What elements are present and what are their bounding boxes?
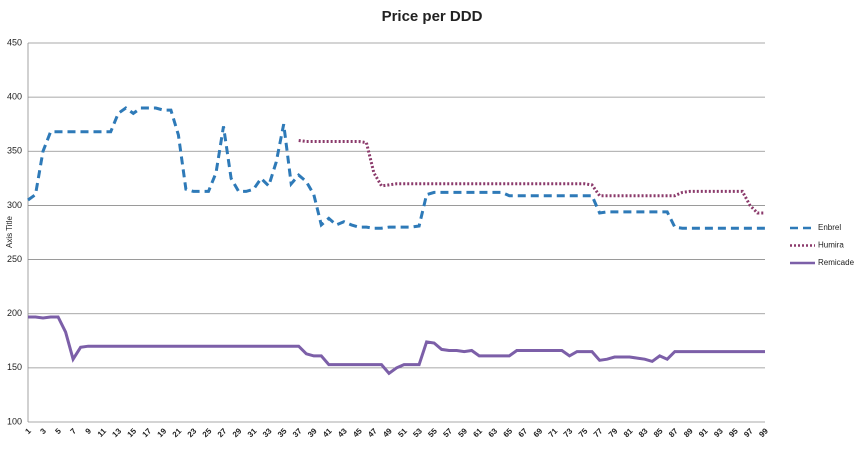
y-tick-label: 450 <box>7 37 22 47</box>
x-tick-label: 3 <box>38 426 48 436</box>
x-tick-label: 15 <box>126 426 139 439</box>
legend-label: Remicade <box>818 258 855 267</box>
x-tick-label: 61 <box>471 426 484 439</box>
x-tick-label: 63 <box>487 426 500 439</box>
legend-label: Humira <box>818 241 844 250</box>
x-tick-label: 11 <box>96 426 109 439</box>
y-tick-label: 300 <box>7 200 22 210</box>
x-tick-label: 7 <box>69 426 79 436</box>
y-tick-label: 100 <box>7 416 22 426</box>
x-tick-label: 77 <box>592 426 605 439</box>
x-tick-label: 65 <box>502 426 515 439</box>
x-tick-label: 73 <box>562 426 575 439</box>
x-tick-label: 29 <box>231 426 244 439</box>
x-tick-label: 97 <box>742 426 755 439</box>
y-tick-label: 250 <box>7 254 22 264</box>
x-tick-label: 67 <box>517 426 530 439</box>
x-tick-label: 17 <box>141 426 154 439</box>
x-tick-label: 47 <box>366 426 379 439</box>
x-tick-label: 9 <box>84 426 94 436</box>
x-tick-label: 75 <box>577 426 590 439</box>
x-tick-label: 87 <box>667 426 680 439</box>
x-tick-label: 25 <box>201 426 214 439</box>
x-tick-label: 39 <box>306 426 319 439</box>
x-tick-label: 33 <box>261 426 274 439</box>
x-tick-label: 21 <box>171 426 184 439</box>
x-tick-label: 51 <box>396 426 409 439</box>
x-tick-label: 83 <box>637 426 650 439</box>
x-tick-label: 27 <box>216 426 229 439</box>
x-tick-label: 13 <box>110 426 123 439</box>
x-tick-label: 1 <box>23 426 33 436</box>
x-tick-label: 81 <box>622 426 635 439</box>
x-tick-label: 31 <box>246 426 259 439</box>
x-tick-label: 5 <box>53 426 63 436</box>
x-tick-label: 71 <box>547 426 560 439</box>
x-tick-label: 93 <box>712 426 725 439</box>
x-tick-label: 41 <box>321 426 334 439</box>
x-tick-label: 23 <box>186 426 199 439</box>
x-tick-label: 99 <box>757 426 770 439</box>
x-tick-label: 85 <box>652 426 665 439</box>
x-tick-label: 91 <box>697 426 710 439</box>
x-tick-label: 55 <box>426 426 439 439</box>
x-tick-label: 79 <box>607 426 620 439</box>
x-tick-label: 49 <box>381 426 394 439</box>
x-tick-label: 45 <box>351 426 364 439</box>
x-tick-label: 89 <box>682 426 695 439</box>
series-line <box>298 139 765 215</box>
y-axis-title: Axis Title <box>5 215 14 248</box>
x-tick-label: 95 <box>727 426 740 439</box>
chart-title: Price per DDD <box>382 8 483 25</box>
x-tick-label: 43 <box>336 426 349 439</box>
x-tick-label: 59 <box>456 426 469 439</box>
x-tick-label: 19 <box>156 426 169 439</box>
x-tick-label: 37 <box>291 426 304 439</box>
x-tick-label: 35 <box>276 426 289 439</box>
series-line <box>27 106 765 230</box>
legend-label: Enbrel <box>818 223 841 232</box>
x-tick-label: 69 <box>532 426 545 439</box>
series-line <box>28 315 765 376</box>
y-tick-label: 150 <box>7 362 22 372</box>
y-tick-label: 400 <box>7 92 22 102</box>
y-tick-label: 200 <box>7 308 22 318</box>
x-tick-label: 57 <box>441 426 454 439</box>
y-tick-label: 350 <box>7 146 22 156</box>
x-tick-label: 53 <box>411 426 424 439</box>
